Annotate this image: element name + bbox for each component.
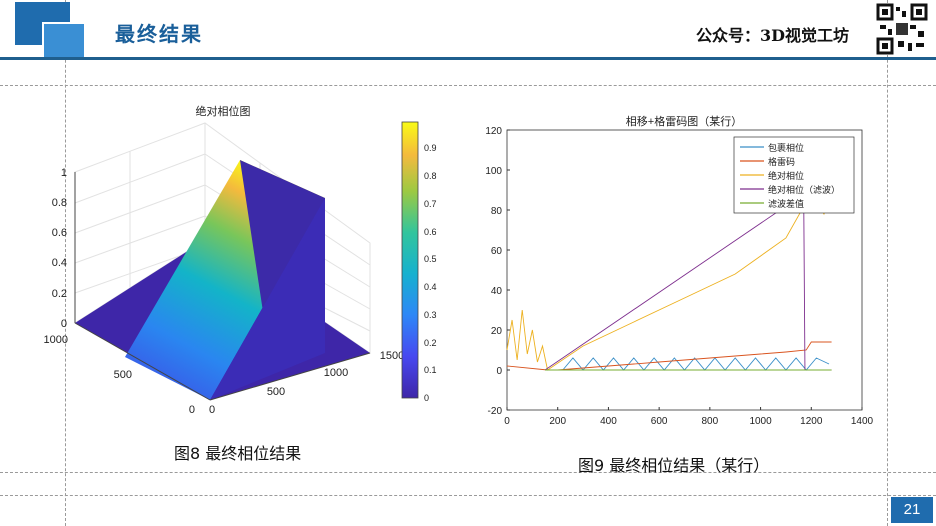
y-tick-label: 40	[491, 286, 503, 297]
colorbar	[401, 121, 419, 399]
x-tick-label: 500	[267, 386, 285, 398]
y-tick-label: 0	[189, 404, 195, 416]
x-tick-label: 200	[549, 416, 566, 427]
x-tick-label: 1400	[851, 416, 874, 427]
x-tick-label: 0	[504, 416, 510, 427]
y-tick-label: 80	[491, 206, 503, 217]
y-tick-label: 60	[491, 246, 503, 257]
x-tick-label: 1000	[749, 416, 772, 427]
figure9-caption: 图9 最终相位结果（某行）	[578, 456, 770, 475]
figure9-chart-title: 相移+格雷码图（某行）	[626, 114, 742, 128]
z-tick-label: 0	[61, 318, 67, 330]
header-rule	[0, 57, 936, 60]
logo-square-light	[42, 22, 86, 60]
page-number: 21	[891, 497, 933, 523]
x-tick-label: 0	[209, 404, 215, 416]
legend-label: 格雷码	[768, 156, 795, 167]
y-tick-label: -20	[488, 406, 503, 417]
y-tick-label: 1000	[44, 334, 68, 346]
y-tick-label: 20	[491, 326, 503, 337]
x-tick-label: 1000	[324, 367, 348, 379]
y-tick-label: 500	[114, 369, 132, 381]
x-tick-label: 400	[600, 416, 617, 427]
colorbar-tick-label: 0.5	[424, 254, 437, 264]
colorbar-tick-label: 0.7	[424, 199, 437, 209]
z-tick-label: 0.8	[52, 197, 67, 209]
y-tick-label: 0	[496, 366, 502, 377]
colorbar-tick-label: 0	[424, 393, 429, 403]
axis-lines	[74, 172, 371, 401]
guide-line-right	[887, 0, 888, 526]
z-tick-label: 0.2	[52, 288, 67, 300]
x-tick-label: 1200	[800, 416, 823, 427]
y-tick-label: 120	[485, 126, 502, 137]
figure8-chart-title: 绝对相位图	[196, 104, 251, 118]
legend-label: 绝对相位（滤波）	[768, 184, 840, 195]
guide-line-bottom-b	[0, 495, 936, 496]
colorbar-tick-label: 0.6	[424, 227, 437, 237]
x-tick-label: 600	[651, 416, 668, 427]
figure8-caption: 图8 最终相位结果	[174, 444, 302, 463]
x-tick-label: 1500	[380, 350, 404, 362]
guide-line-left	[65, 0, 66, 526]
colorbar-tick-label: 0.8	[424, 171, 437, 181]
legend-label: 绝对相位	[768, 170, 804, 181]
brand-text: 公众号：3D视觉工坊	[696, 26, 850, 45]
logo-squares-icon	[15, 2, 86, 60]
guide-line-top	[0, 85, 936, 86]
qr-code-icon	[876, 3, 928, 55]
z-tick-label: 1	[61, 167, 67, 179]
series-line-1	[506, 341, 832, 371]
colorbar-tick-label: 0.3	[424, 310, 437, 320]
figure9-line-chart: 相移+格雷码图（某行） 0 200 400 600 800 1000 1200 1400-20…	[485, 114, 874, 427]
slide-title: 最终结果	[115, 22, 203, 46]
z-tick-label: 0.6	[52, 227, 67, 239]
y-tick-label: 100	[485, 166, 502, 177]
x-tick-label: 800	[702, 416, 719, 427]
surface-side-face	[210, 198, 325, 400]
colorbar-tick-label: 0.9	[424, 143, 437, 153]
colorbar-tick-label: 0.4	[424, 282, 437, 292]
colorbar-tick-label: 0.2	[424, 338, 437, 348]
figure8-surface-chart: 绝对相位图 0 0.2 0.4 0.6 0.8 1 0 500 1000 0 5…	[44, 104, 437, 416]
guide-line-bottom-a	[0, 472, 936, 473]
legend-label: 包裹相位	[768, 142, 804, 153]
legend-label: 滤波差值	[768, 198, 804, 209]
colorbar-ticks: 0 0.1 0.2 0.3 0.4 0.5 0.6 0.7 0.8 0.9	[424, 143, 437, 403]
z-tick-label: 0.4	[52, 257, 67, 269]
colorbar-tick-label: 0.1	[424, 365, 437, 375]
